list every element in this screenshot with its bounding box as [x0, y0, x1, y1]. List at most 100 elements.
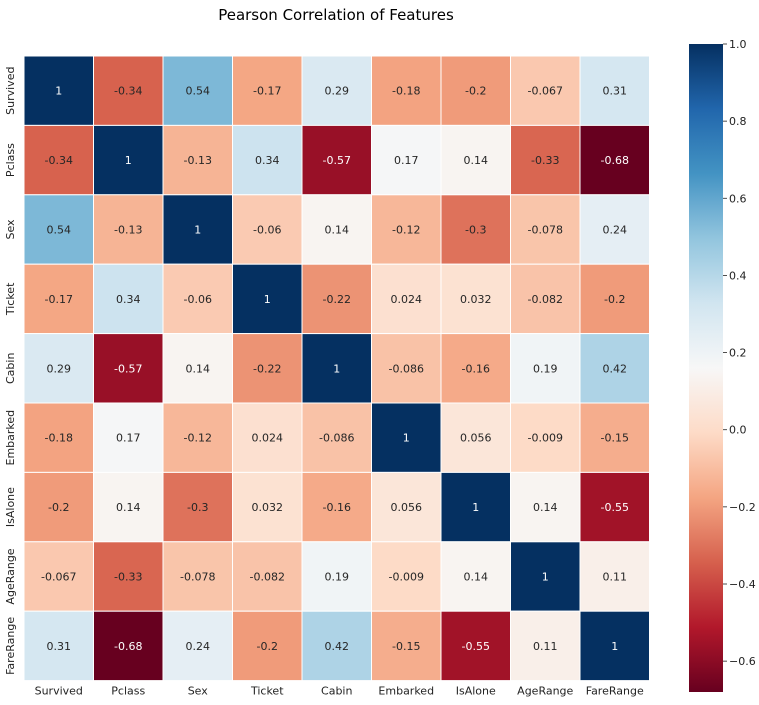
cell-value-label: 1: [264, 293, 271, 306]
colorbar-tick-label: 0.8: [729, 115, 747, 128]
cell-value-label: -0.22: [253, 362, 281, 375]
x-tick-label: FareRange: [586, 685, 644, 698]
cell-value-label: 1: [403, 432, 410, 445]
cell-value-label: -0.55: [462, 640, 490, 653]
heatmap-cell: [371, 610, 442, 682]
cell-value-label: 0.14: [325, 224, 350, 237]
heatmap-cell: [579, 402, 650, 473]
cell-value-label: -0.57: [114, 362, 142, 375]
cell-value-label: 0.14: [186, 362, 211, 375]
cell-value-label: 0.056: [391, 501, 423, 514]
heatmap-cell: [440, 541, 511, 612]
heatmap-cell: [162, 55, 233, 126]
cell-value-label: 0.19: [325, 571, 350, 584]
heatmap-cell: [162, 610, 233, 682]
cell-value-label: 0.032: [252, 501, 284, 514]
cell-value-label: -0.086: [319, 432, 354, 445]
cell-value-label: 0.032: [460, 293, 492, 306]
cell-value-label: 1: [542, 571, 549, 584]
cell-value-label: -0.082: [250, 571, 285, 584]
y-tick-label: FareRange: [4, 617, 17, 675]
cell-value-label: -0.06: [253, 224, 281, 237]
cell-value-label: -0.2: [465, 85, 486, 98]
heatmap-cell: [232, 194, 303, 265]
cell-value-label: 0.42: [603, 362, 628, 375]
colorbar-tick-label: 0.4: [729, 269, 747, 282]
heatmap-cell: [93, 55, 164, 126]
colorbar-tick-label: 1.0: [729, 38, 747, 51]
heatmap-cell: [93, 402, 164, 473]
cell-value-label: 0.11: [603, 571, 628, 584]
y-tick-label: Sex: [4, 219, 17, 240]
cell-value-label: -0.15: [392, 640, 420, 653]
cell-value-label: 0.17: [394, 154, 419, 167]
cell-value-label: -0.086: [389, 362, 424, 375]
heatmap-cell: [301, 610, 372, 682]
cell-value-label: -0.06: [184, 293, 212, 306]
colorbar-tick-label: −0.4: [729, 578, 756, 591]
cell-value-label: -0.082: [528, 293, 563, 306]
cell-value-label: -0.17: [45, 293, 73, 306]
heatmap-cell: [232, 402, 303, 473]
heatmap-cell: [510, 55, 581, 126]
x-tick-label: Embarked: [378, 685, 434, 698]
cell-value-label: -0.3: [187, 501, 208, 514]
colorbar-tick-label: −0.2: [729, 501, 756, 514]
cell-value-label: -0.2: [48, 501, 69, 514]
heatmap-cell: [579, 610, 650, 682]
cell-value-label: -0.067: [41, 571, 76, 584]
cell-value-label: -0.55: [601, 501, 629, 514]
heatmap-cell: [371, 55, 442, 126]
cell-value-label: 1: [194, 224, 201, 237]
cell-value-label: 0.24: [186, 640, 211, 653]
heatmap-cell: [23, 124, 94, 196]
heatmap-cell: [93, 471, 164, 543]
cell-value-label: -0.009: [528, 432, 563, 445]
cell-value-label: 0.024: [391, 293, 423, 306]
heatmap-cell: [371, 402, 442, 473]
cell-value-label: -0.078: [528, 224, 563, 237]
heatmap-cell: [301, 402, 372, 473]
heatmap-cell: [162, 402, 233, 473]
cell-value-label: 0.19: [533, 362, 558, 375]
x-tick-label: Sex: [188, 685, 209, 698]
cell-value-label: 1: [125, 154, 132, 167]
cell-value-label: -0.17: [253, 85, 281, 98]
cell-value-label: -0.34: [114, 85, 142, 98]
x-tick-label: IsAlone: [456, 685, 496, 698]
y-tick-label: Cabin: [4, 353, 17, 384]
heatmap-cell: [579, 263, 650, 335]
heatmap-cell: [301, 194, 372, 265]
heatmap-cell: [162, 541, 233, 612]
x-tick-label: Pclass: [111, 685, 145, 698]
heatmap-cell: [371, 541, 442, 612]
heatmap-cell: [93, 333, 164, 404]
cell-value-label: -0.12: [392, 224, 420, 237]
heatmap-cell: [301, 541, 372, 612]
heatmap-cell: [579, 541, 650, 612]
heatmap-cell: [301, 124, 372, 196]
heatmap-cell: [579, 333, 650, 404]
heatmap-cell: [510, 124, 581, 196]
x-tick-label: Ticket: [250, 685, 284, 698]
heatmap-cell: [440, 333, 511, 404]
cell-value-label: 1: [55, 85, 62, 98]
cell-value-label: 0.29: [325, 85, 350, 98]
heatmap-cell: [162, 194, 233, 265]
cell-value-label: -0.33: [114, 571, 142, 584]
heatmap-cell: [23, 541, 94, 612]
heatmap-cell: [93, 194, 164, 265]
cell-value-label: 0.54: [186, 85, 211, 98]
cell-value-label: 0.31: [603, 85, 628, 98]
heatmap-cell: [440, 194, 511, 265]
heatmap-cell: [579, 124, 650, 196]
cell-value-label: -0.33: [531, 154, 559, 167]
heatmap-cell: [23, 610, 94, 682]
cell-value-label: 0.14: [464, 571, 489, 584]
cell-value-label: 0.34: [116, 293, 141, 306]
cell-value-label: -0.68: [114, 640, 142, 653]
cell-value-label: -0.2: [257, 640, 278, 653]
chart-title: Pearson Correlation of Features: [218, 6, 454, 24]
heatmap-cell: [23, 55, 94, 126]
cell-value-label: -0.12: [184, 432, 212, 445]
